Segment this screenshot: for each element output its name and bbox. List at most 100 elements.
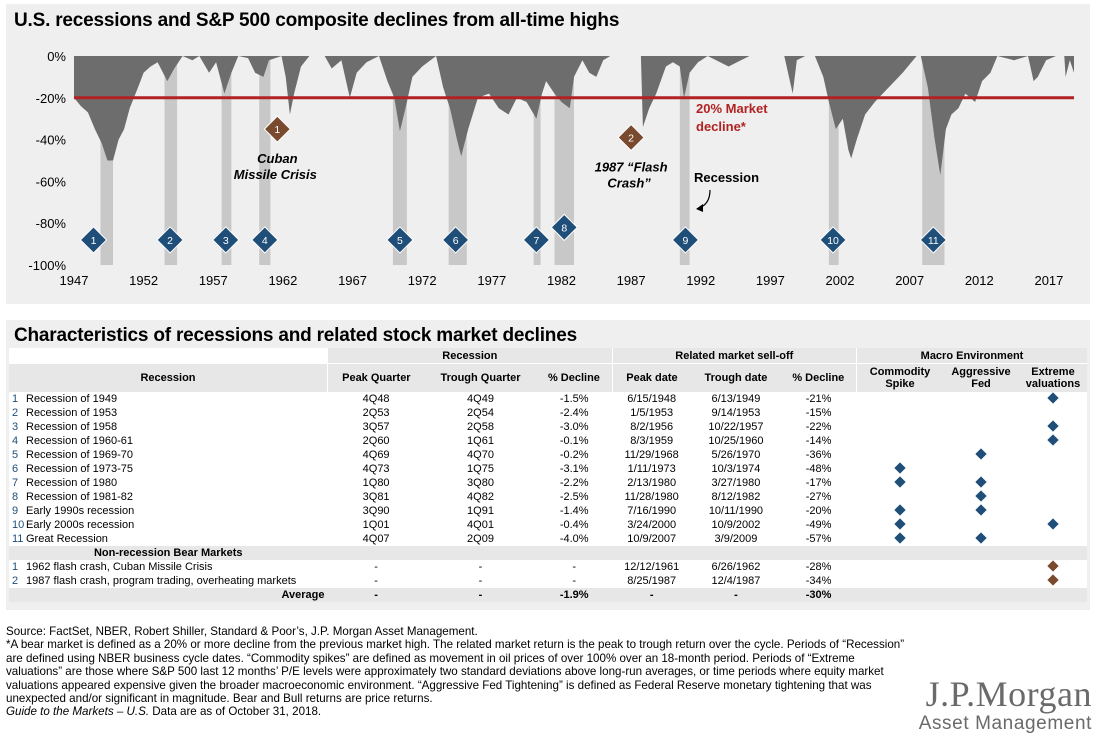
x-tick-label: 2012 [965, 273, 994, 288]
recession-marker-label: 6 [453, 235, 459, 247]
cell-rd: -0.4% [536, 518, 612, 532]
x-tick-label: 1962 [268, 273, 297, 288]
cell-pq: 2Q53 [328, 406, 425, 420]
cell-rd: -1.5% [536, 392, 612, 406]
commodity-spike-cell [857, 406, 944, 420]
cell-rd: - [536, 560, 612, 574]
aggressive-fed-cell [943, 462, 1019, 476]
cell-td: 6/26/1962 [691, 560, 780, 574]
x-tick-label: 1972 [408, 273, 437, 288]
row-label: 7Recession of 1980 [9, 476, 328, 490]
aggressive-fed-cell [943, 448, 1019, 462]
row-label: 10Early 2000s recession [9, 518, 328, 532]
table-row: 9Early 1990s recession3Q901Q91-1.4%7/16/… [9, 504, 1087, 518]
cell-pd: 7/16/1990 [612, 504, 691, 518]
group-header-macro: Macro Environment [857, 348, 1088, 364]
aggressive-fed-diamond-icon [975, 532, 986, 543]
aggressive-fed-cell [943, 574, 1019, 588]
cell-pd: 8/25/1987 [612, 574, 691, 588]
cell-pq: 4Q73 [328, 462, 425, 476]
commodity-spike-cell [857, 448, 944, 462]
table-row: 5Recession of 1969-704Q694Q70-0.2%11/29/… [9, 448, 1087, 462]
row-label: 3Recession of 1958 [9, 420, 328, 434]
event-annotation: 1987 “Flash [595, 160, 668, 175]
table-row: 11962 flash crash, Cuban Missile Crisis-… [9, 560, 1087, 574]
cell-md: -21% [781, 392, 857, 406]
row-label: 2Recession of 1953 [9, 406, 328, 420]
aggressive-fed-cell [943, 518, 1019, 532]
cell-tq: 4Q82 [425, 490, 537, 504]
col-extreme-valuations: Extreme valuations [1019, 364, 1087, 393]
cell-tq: 4Q49 [425, 392, 537, 406]
extreme-valuations-cell [1019, 476, 1087, 490]
cell-md: -14% [781, 434, 857, 448]
recession-legend-arrowhead [696, 204, 703, 212]
aggressive-fed-cell [943, 420, 1019, 434]
guide-date: Data are as of October 31, 2018. [149, 705, 321, 718]
average-label: Average [9, 588, 328, 602]
cell-rd: -0.2% [536, 448, 612, 462]
commodity-spike-cell [857, 476, 944, 490]
col-peak-quarter: Peak Quarter [328, 364, 425, 393]
recession-table: Recession Related market sell-off Macro … [9, 348, 1087, 602]
cell-rd: - [536, 574, 612, 588]
cell-rd: -4.0% [536, 532, 612, 546]
recession-marker-label: 5 [397, 235, 403, 247]
non-recession-header: Non-recession Bear Markets [9, 546, 328, 560]
aggressive-fed-diamond-icon [975, 504, 986, 515]
cell-md: -27% [781, 490, 857, 504]
row-label: 5Recession of 1969-70 [9, 448, 328, 462]
recession-marker-label: 10 [827, 235, 839, 247]
extreme-valuations-cell [1019, 406, 1087, 420]
row-label: 11Great Recession [9, 532, 328, 546]
cell-pq: - [328, 574, 425, 588]
event-annotation: Cuban [257, 151, 298, 166]
cell-tq: 1Q91 [425, 504, 537, 518]
cell-tq: 2Q09 [425, 532, 537, 546]
commodity-spike-cell [857, 574, 944, 588]
x-tick-label: 1982 [547, 273, 576, 288]
col-recession: Recession [9, 364, 328, 393]
average-tq: - [425, 588, 537, 602]
extreme-valuations-cell [1019, 462, 1087, 476]
average-pd: - [612, 588, 691, 602]
definitions-note: *A bear market is defined as a 20% or mo… [6, 638, 906, 705]
group-header-recession: Recession [328, 348, 613, 364]
event-annotation: Missile Crisis [234, 167, 317, 182]
cell-td: 10/9/2002 [691, 518, 780, 532]
row-number: 11 [12, 532, 26, 546]
row-label: 1Recession of 1949 [9, 392, 328, 406]
cell-rd: -1.4% [536, 504, 612, 518]
aggressive-fed-diamond-icon [975, 490, 986, 501]
y-tick-label: 0% [47, 49, 66, 64]
row-name: Recession of 1960-61 [26, 435, 133, 447]
row-name: Recession of 1949 [26, 393, 117, 405]
recession-marker-label: 4 [262, 235, 268, 247]
row-label: 6Recession of 1973-75 [9, 462, 328, 476]
row-label: 8Recession of 1981-82 [9, 490, 328, 504]
cell-md: -34% [781, 574, 857, 588]
average-md: -30% [781, 588, 857, 602]
commodity-spike-diamond-icon [894, 476, 905, 487]
cell-rd: -2.2% [536, 476, 612, 490]
row-label: 21987 flash crash, program trading, over… [9, 574, 328, 588]
average-row: Average---1.9%---30% [9, 588, 1087, 602]
cell-td: 10/11/1990 [691, 504, 780, 518]
table-row: 1Recession of 19494Q484Q49-1.5%6/15/1948… [9, 392, 1087, 406]
cell-tq: - [425, 574, 537, 588]
cell-rd: -3.0% [536, 420, 612, 434]
table-panel: Characteristics of recessions and relate… [6, 320, 1090, 610]
aggressive-fed-cell [943, 406, 1019, 420]
commodity-spike-cell [857, 392, 944, 406]
recession-legend-arrow [699, 190, 710, 208]
extreme-valuations-cell [1019, 392, 1087, 406]
commodity-spike-diamond-icon [894, 532, 905, 543]
non-recession-header-row: Non-recession Bear Markets [9, 546, 1087, 560]
cell-md: -49% [781, 518, 857, 532]
cell-td: 12/4/1987 [691, 574, 780, 588]
aggressive-fed-cell [943, 560, 1019, 574]
cell-pd: 8/3/1959 [612, 434, 691, 448]
cell-td: 8/12/1982 [691, 490, 780, 504]
x-tick-label: 1967 [338, 273, 367, 288]
extreme-valuations-diamond-icon [1047, 392, 1058, 403]
